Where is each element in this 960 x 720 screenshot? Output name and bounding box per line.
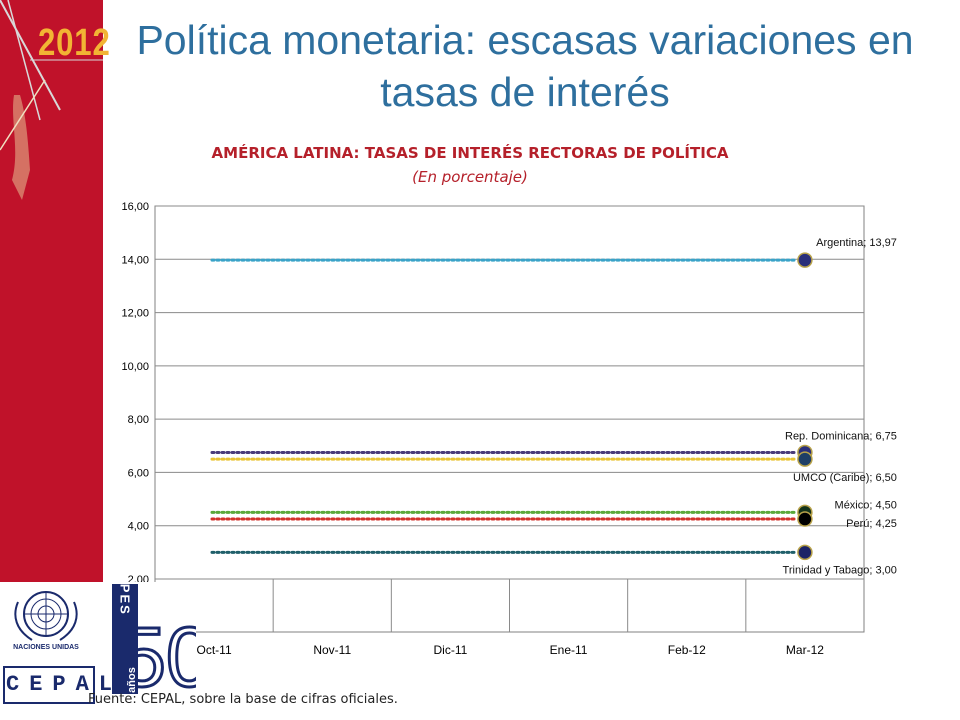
x-tick-label: Ene-11 bbox=[550, 643, 588, 657]
y-tick-label: 12,00 bbox=[121, 308, 149, 320]
x-tick-label: Mar-12 bbox=[786, 643, 824, 657]
slide-title: Política monetaria: escasas variaciones … bbox=[136, 17, 914, 115]
y-tick-label: 8,00 bbox=[128, 414, 149, 426]
y-tick-label: 10,00 bbox=[121, 361, 149, 373]
anniversary-number: 50 bbox=[119, 610, 196, 702]
series-marker bbox=[797, 252, 813, 268]
x-tick-label: Oct-11 bbox=[197, 643, 232, 657]
chart-title: AMÉRICA LATINA: TASAS DE INTERÉS RECTORA… bbox=[211, 144, 729, 162]
data-label: México; 4,50 bbox=[835, 499, 897, 511]
cepal-logo-frame bbox=[3, 666, 95, 704]
chart-subtitle: (En porcentaje) bbox=[412, 168, 528, 186]
series-marker bbox=[797, 544, 813, 561]
y-tick-label: 14,00 bbox=[121, 254, 149, 266]
x-tick-label: Feb-12 bbox=[668, 643, 706, 657]
data-label: UMCO (Caribe); 6,50 bbox=[793, 472, 897, 484]
data-label: Rep. Dominicana; 6,75 bbox=[785, 430, 897, 442]
anniversary-text: años bbox=[126, 667, 138, 693]
ilpes-50-logo: ILPES 50 años bbox=[112, 582, 196, 702]
y-tick-label: 16,00 bbox=[121, 201, 149, 213]
logo-area: NACIONES UNIDAS CEPAL ILPES 50 años bbox=[0, 582, 196, 720]
source-note: Fuente: CEPAL, sobre la base de cifras o… bbox=[88, 692, 398, 707]
sidebar-decoration bbox=[0, 0, 103, 200]
series-marker bbox=[797, 511, 813, 527]
y-tick-label: 4,00 bbox=[128, 521, 149, 533]
un-logo-text: NACIONES UNIDAS bbox=[13, 644, 79, 651]
x-tick-label: Nov-11 bbox=[313, 643, 351, 657]
ilpes-text: ILPES bbox=[118, 582, 133, 616]
y-tick-label: 6,00 bbox=[128, 467, 149, 479]
cepal-logo-text: CEPAL bbox=[6, 672, 123, 697]
data-label: Trinidad y Tabago; 3,00 bbox=[783, 564, 897, 576]
x-tick-label: Dic-11 bbox=[434, 643, 468, 657]
year-label: 2012 bbox=[38, 22, 111, 64]
data-label: Argentina; 13,97 bbox=[816, 237, 897, 249]
un-emblem-icon bbox=[14, 591, 78, 641]
data-label: Perú; 4,25 bbox=[846, 518, 897, 530]
series-marker bbox=[797, 451, 813, 467]
